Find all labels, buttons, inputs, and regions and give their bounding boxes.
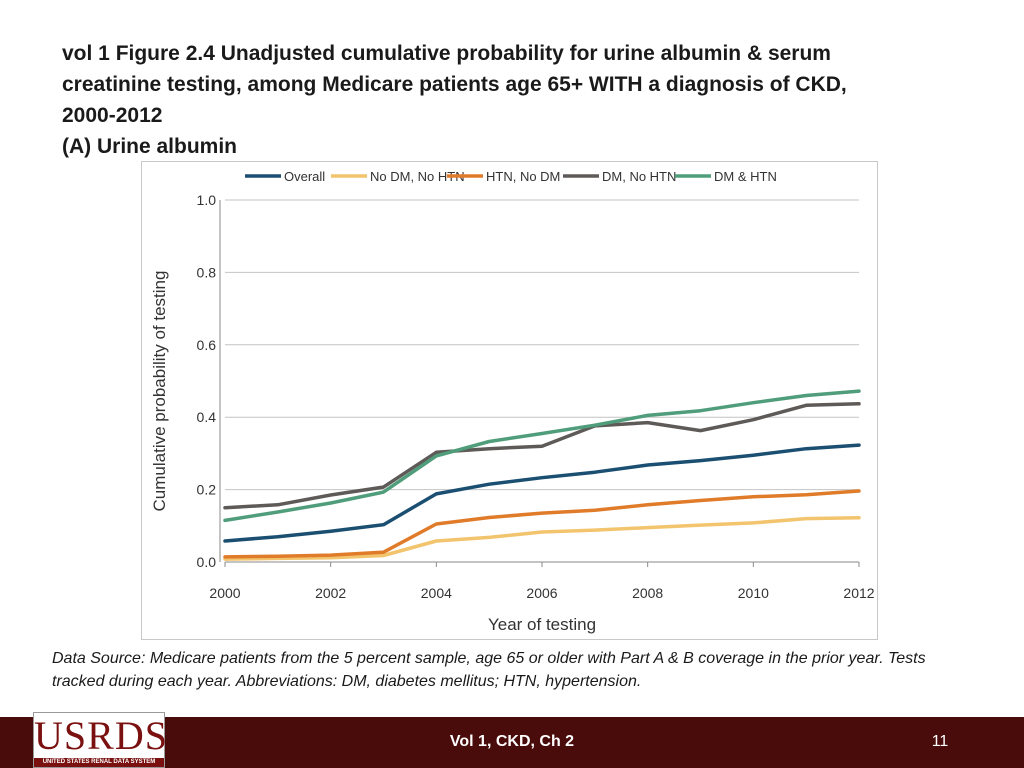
series-line-dm-htn: [223, 389, 861, 523]
x-tick-label: 2000: [209, 585, 240, 601]
chart-frame: 0.0 0.2 0.4 0.6 0.8 1.0 2000 2002 2004 2006 2008 20…: [141, 161, 878, 640]
data-source-note: Data Source: Medicare patients from the …: [52, 650, 926, 690]
footer-section-label: Vol 1, CKD, Ch 2: [449, 733, 575, 750]
y-axis-title: Cumulative probability of testing: [150, 271, 169, 512]
title-line-1: vol 1 Figure 2.4 Unadjusted cumulative p…: [62, 42, 831, 65]
x-tick-label: 2002: [315, 585, 346, 601]
y-tick-label: 0.2: [197, 482, 217, 498]
x-tick-label: 2004: [421, 585, 452, 601]
legend-label: No DM, No HTN: [370, 169, 465, 184]
logo-subtext: UNITED STATES RENAL DATA SYSTEM: [34, 758, 164, 767]
usrds-logo: USRDS UNITED STATES RENAL DATA SYSTEM: [33, 712, 168, 768]
slide-title: vol 1 Figure 2.4 Unadjusted cumulative p…: [62, 38, 962, 162]
title-line-2: creatinine testing, among Medicare patie…: [62, 73, 847, 96]
series-line-no-dm-no-htn: [223, 516, 861, 561]
logo-text: USRDS: [34, 713, 168, 758]
footer-bar: [0, 717, 1024, 768]
title-line-3: 2000-2012: [62, 104, 163, 127]
legend-label: DM & HTN: [714, 169, 777, 184]
y-tick-label: 1.0: [197, 192, 217, 208]
legend-label: HTN, No DM: [486, 169, 560, 184]
series-line-htn-no-dm: [223, 489, 861, 559]
x-tick-label: 2012: [843, 585, 874, 601]
series-line-overall: [223, 443, 861, 543]
x-tick-label: 2010: [738, 585, 769, 601]
y-tick-label: 0.8: [197, 264, 217, 280]
line-chart: 0.0 0.2 0.4 0.6 0.8 1.0 2000 2002 2004 2006 2008 20…: [150, 169, 875, 634]
legend-label: DM, No HTN: [602, 169, 676, 184]
y-tick-label: 0.0: [197, 554, 217, 570]
series-line-dm-no-htn: [223, 402, 861, 510]
x-tick-label: 2006: [526, 585, 557, 601]
page-number: 11: [931, 733, 949, 750]
x-axis-title: Year of testing: [488, 615, 596, 634]
x-tick-label: 2008: [632, 585, 663, 601]
y-tick-label: 0.4: [197, 409, 217, 425]
title-line-4: (A) Urine albumin: [62, 135, 238, 158]
y-tick-label: 0.6: [197, 337, 217, 353]
legend-label: Overall: [284, 169, 325, 184]
